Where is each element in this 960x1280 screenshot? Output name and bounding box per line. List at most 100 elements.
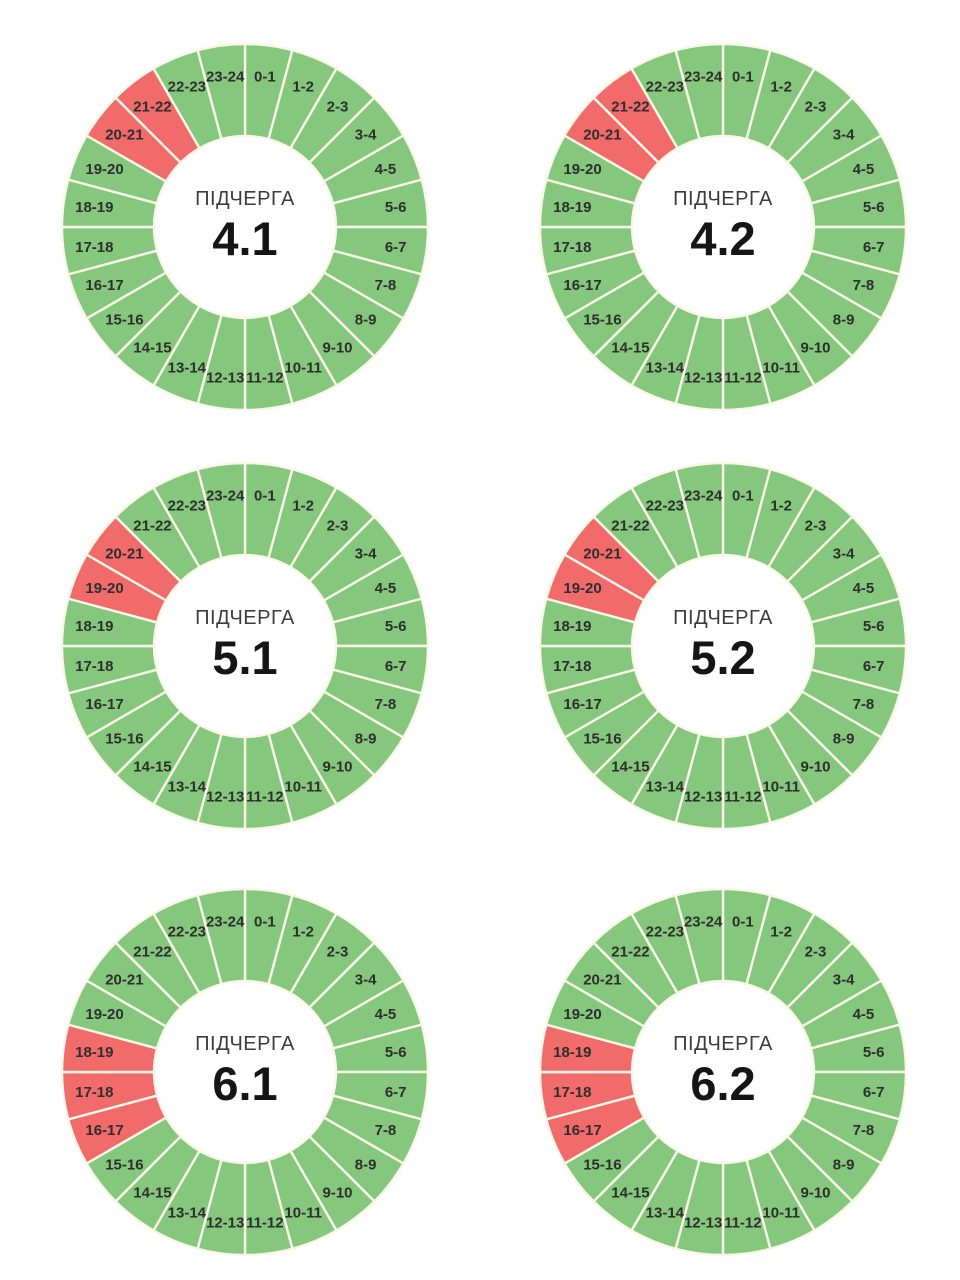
slice-label-1-2: 1-2 [292, 924, 314, 941]
slice-label-2-3: 2-3 [805, 943, 827, 960]
slice-label-18-19: 18-19 [75, 1044, 113, 1061]
slice-label-2-3: 2-3 [805, 517, 827, 534]
slice-label-9-10: 9-10 [323, 340, 353, 357]
slice-label-3-4: 3-4 [355, 971, 377, 988]
slice-label-16-17: 16-17 [85, 1122, 123, 1139]
slice-label-5-6: 5-6 [385, 618, 407, 635]
slice-label-4-5: 4-5 [375, 161, 397, 178]
slice-label-17-18: 17-18 [553, 658, 591, 675]
slice-label-22-23: 22-23 [168, 79, 206, 96]
slice-label-20-21: 20-21 [105, 971, 143, 988]
slice-label-14-15: 14-15 [611, 1185, 649, 1202]
slice-label-23-24: 23-24 [684, 913, 723, 930]
donut-ring-6-1: 0-1 1-2 2-3 3-4 4-5 5-6 6-7 7-8 8-99-1010-1111-1… [60, 887, 430, 1257]
slice-label-1-2: 1-2 [770, 498, 792, 515]
slice-label-21-22: 21-22 [133, 943, 171, 960]
slice-23-24-power-on [196, 461, 247, 560]
slice-label-0-1: 0-1 [254, 487, 276, 504]
slice-label-0-1: 0-1 [254, 68, 276, 85]
slice-label-22-23: 22-23 [646, 924, 684, 941]
slice-label-8-9: 8-9 [355, 1157, 377, 1174]
slice-label-15-16: 15-16 [583, 731, 621, 748]
slice-label-9-10: 9-10 [801, 1185, 831, 1202]
slice-label-14-15: 14-15 [611, 340, 649, 357]
slice-label-12-13: 12-13 [206, 370, 244, 387]
slice-label-14-15: 14-15 [133, 340, 171, 357]
slice-label-9-10: 9-10 [801, 340, 831, 357]
slice-label-21-22: 21-22 [133, 98, 171, 115]
slice-label-12-13: 12-13 [684, 1215, 722, 1232]
slice-label-10-11: 10-11 [762, 359, 800, 376]
slice-label-13-14: 13-14 [168, 778, 207, 795]
slice-label-18-19: 18-19 [553, 618, 591, 635]
slice-label-8-9: 8-9 [833, 312, 855, 329]
slice-label-20-21: 20-21 [583, 545, 621, 562]
slice-label-2-3: 2-3 [327, 98, 349, 115]
slice-label-6-7: 6-7 [863, 1084, 885, 1101]
donut-chart-5-2: 0-1 1-2 2-3 3-4 4-5 5-6 6-7 7-8 8-9 9-10 10-11 11-1… [537, 460, 909, 832]
slice-label-4-5: 4-5 [375, 580, 397, 597]
slice-label-12-13: 12-13 [684, 370, 722, 387]
slice-label-18-19: 18-19 [553, 1044, 591, 1061]
slice-label-14-15: 14-15 [133, 759, 171, 776]
slice-label-16-17: 16-17 [85, 277, 123, 294]
slice-label-9-10: 9-10 [323, 759, 353, 776]
slice-23-24-power-on [674, 42, 725, 141]
slice-label-21-22: 21-22 [133, 517, 171, 534]
slice-label-21-22: 21-22 [611, 943, 649, 960]
slice-label-0-1: 0-1 [732, 68, 754, 85]
slice-label-22-23: 22-23 [168, 498, 206, 515]
slice-label-1-2: 1-2 [770, 79, 792, 96]
slice-label-3-4: 3-4 [355, 545, 377, 562]
slice-label-12-13: 12-13 [684, 789, 722, 806]
slice-label-11-12: 11-12 [246, 1215, 284, 1232]
slice-label-3-4: 3-4 [833, 971, 855, 988]
slice-label-0-1: 0-1 [254, 913, 276, 930]
slice-label-13-14: 13-14 [646, 359, 685, 376]
slice-label-19-20: 19-20 [563, 161, 601, 178]
donut-chart-6-1: 0-1 1-2 2-3 3-4 4-5 5-6 6-7 7-8 8-9 9-10 10-11 11-1… [59, 886, 431, 1258]
slice-label-2-3: 2-3 [327, 943, 349, 960]
slice-label-4-5: 4-5 [853, 580, 875, 597]
slice-label-20-21: 20-21 [583, 126, 621, 143]
slice-label-13-14: 13-14 [646, 1204, 685, 1221]
slice-23-24-power-on [196, 887, 247, 986]
slice-label-7-8: 7-8 [375, 277, 397, 294]
slice-label-10-11: 10-11 [762, 778, 800, 795]
slice-label-20-21: 20-21 [583, 971, 621, 988]
slice-label-16-17: 16-17 [563, 1122, 601, 1139]
donut-chart-4-2: 0-1 1-2 2-3 3-4 4-5 5-6 6-7 7-8 8-9 9-10 10-11 11-1… [537, 41, 909, 413]
slice-label-2-3: 2-3 [805, 98, 827, 115]
slice-label-13-14: 13-14 [168, 1204, 207, 1221]
slice-label-4-5: 4-5 [853, 161, 875, 178]
slice-label-9-10: 9-10 [323, 1185, 353, 1202]
slice-label-8-9: 8-9 [833, 731, 855, 748]
slice-label-0-1: 0-1 [732, 487, 754, 504]
slice-label-9-10: 9-10 [801, 759, 831, 776]
slice-label-5-6: 5-6 [863, 1044, 885, 1061]
donut-ring-4-2: 0-1 1-2 2-3 3-4 4-5 5-6 6-7 7-8 8-99-1010-1111-1… [538, 42, 908, 412]
donut-chart-6-2: 0-1 1-2 2-3 3-4 4-5 5-6 6-7 7-8 8-9 9-10 10-11 11-1… [537, 886, 909, 1258]
slice-label-5-6: 5-6 [385, 1044, 407, 1061]
slice-label-1-2: 1-2 [770, 924, 792, 941]
slice-label-12-13: 12-13 [206, 1215, 244, 1232]
slice-label-11-12: 11-12 [724, 1215, 762, 1232]
slice-label-10-11: 10-11 [284, 778, 322, 795]
slice-23-24-power-on [196, 42, 247, 141]
slice-label-10-11: 10-11 [284, 359, 322, 376]
slice-label-11-12: 11-12 [246, 789, 284, 806]
slice-label-10-11: 10-11 [284, 1204, 322, 1221]
donut-ring-5-2: 0-1 1-2 2-3 3-4 4-5 5-6 6-7 7-8 8-99-1010-1111-1… [538, 461, 908, 831]
slice-label-6-7: 6-7 [385, 1084, 407, 1101]
slice-label-6-7: 6-7 [863, 658, 885, 675]
slice-label-3-4: 3-4 [833, 545, 855, 562]
slice-label-23-24: 23-24 [206, 913, 245, 930]
slice-label-8-9: 8-9 [833, 1157, 855, 1174]
slice-label-3-4: 3-4 [355, 126, 377, 143]
slice-label-11-12: 11-12 [724, 789, 762, 806]
slice-label-22-23: 22-23 [646, 498, 684, 515]
donut-chart-5-1: 0-1 1-2 2-3 3-4 4-5 5-6 6-7 7-8 8-9 9-10 10-11 11-1… [59, 460, 431, 832]
slice-label-7-8: 7-8 [853, 1122, 875, 1139]
slice-label-20-21: 20-21 [105, 126, 143, 143]
slice-label-19-20: 19-20 [563, 580, 601, 597]
